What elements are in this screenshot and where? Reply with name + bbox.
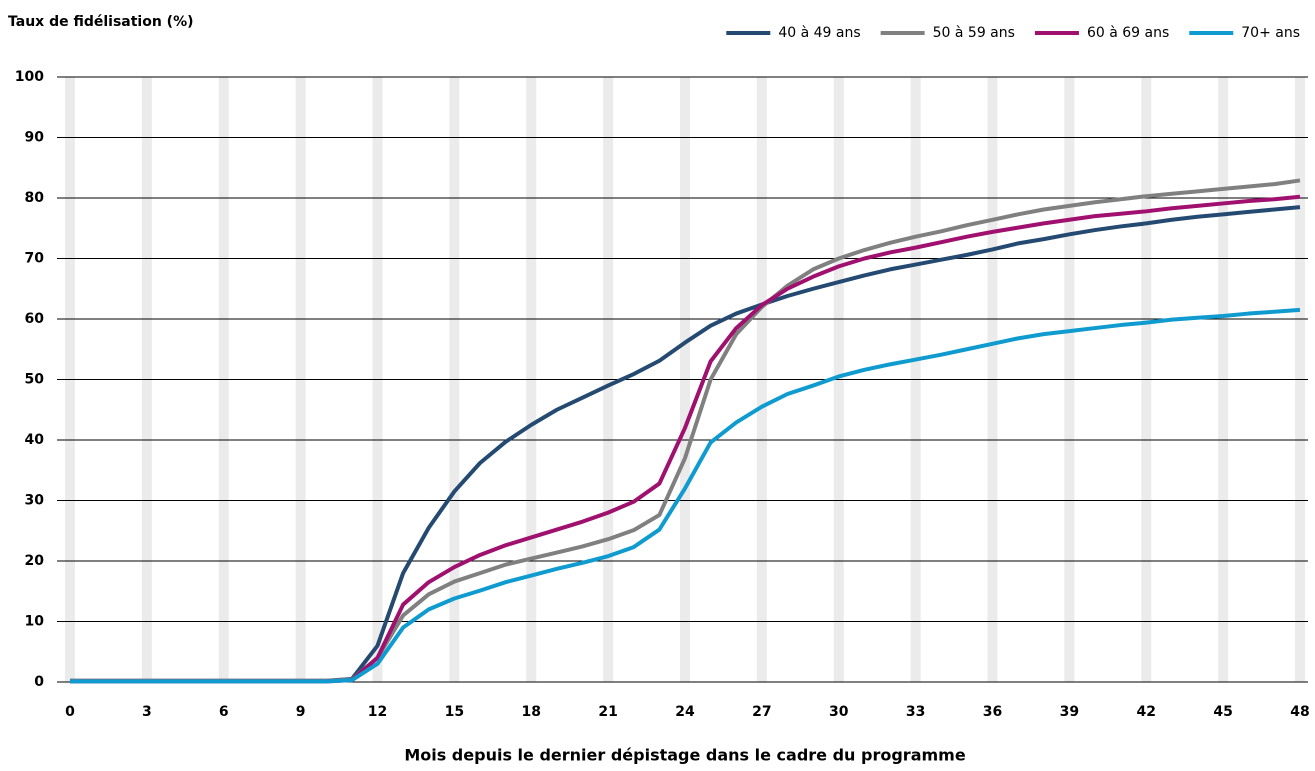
x-tick-label: 15 — [445, 704, 464, 720]
y-tick-label: 70 — [25, 251, 45, 267]
series-line — [70, 307, 1301, 684]
x-axis-label: Mois depuis le dernier dépistage dans le… — [404, 746, 966, 765]
y-tick-label: 80 — [25, 190, 45, 206]
y-tick-label: 30 — [25, 493, 45, 509]
x-tick-label: 9 — [296, 704, 306, 720]
x-tick-label: 48 — [1290, 704, 1309, 720]
labels: 0 3 6 9 12 15 18 21 24 27 30 33 36 39 42 45 480102030405… — [15, 69, 1310, 720]
grid — [57, 76, 1308, 683]
x-tick-label: 18 — [522, 704, 541, 720]
x-tick-label: 42 — [1137, 704, 1156, 720]
y-tick-label: 40 — [25, 432, 45, 448]
legend-label: 60 à 69 ans — [1087, 25, 1169, 41]
legend-label: 70+ ans — [1241, 25, 1300, 41]
x-tick-label: 39 — [1060, 704, 1079, 720]
y-tick-label: 100 — [15, 69, 44, 85]
x-tick-label: 3 — [142, 704, 152, 720]
y-tick-label: 50 — [25, 372, 45, 388]
y-tick-label: 60 — [25, 311, 45, 327]
x-tick-label: 30 — [829, 704, 849, 720]
x-tick-label: 36 — [983, 704, 1002, 720]
x-tick-label: 6 — [219, 704, 229, 720]
legend-label: 50 à 59 ans — [933, 25, 1015, 41]
x-tick-label: 45 — [1213, 704, 1232, 720]
y-tick-label: 20 — [25, 553, 45, 569]
legend-label: 40 à 49 ans — [778, 25, 860, 41]
x-tick-label: 21 — [598, 704, 617, 720]
x-tick-label: 27 — [752, 704, 771, 720]
chart-title: Taux de fidélisation (%) — [8, 14, 194, 30]
lines — [70, 178, 1301, 684]
x-tick-label: 24 — [675, 704, 695, 720]
x-tick-label: 12 — [368, 704, 387, 720]
y-tick-label: 10 — [25, 614, 45, 630]
y-tick-label: 90 — [25, 130, 45, 146]
legend: 40 à 49 ans 50 à 59 ans 60 à 69 ans 70+ ans — [726, 25, 1300, 41]
x-tick-label: 0 — [65, 704, 75, 720]
y-tick-label: 0 — [34, 674, 44, 690]
x-tick-label: 33 — [906, 704, 925, 720]
